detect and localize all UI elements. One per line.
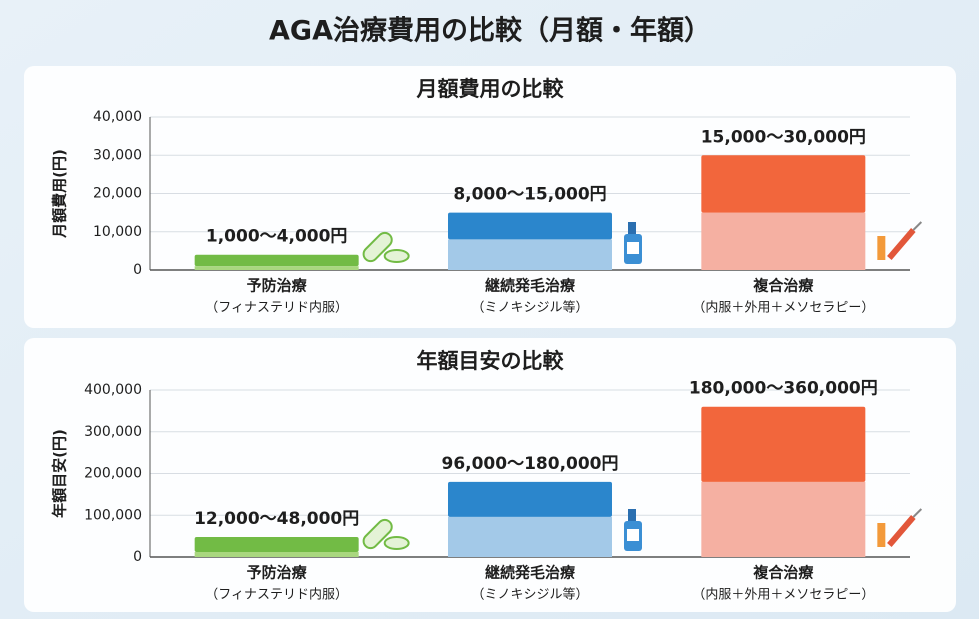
y-tick-label: 100,000 — [84, 507, 142, 523]
y-axis-label: 月額費用(円) — [51, 149, 69, 239]
y-tick-label: 0 — [133, 262, 142, 278]
value-label: 96,000～180,000円 — [441, 454, 618, 474]
value-label: 12,000～48,000円 — [194, 509, 359, 529]
icon — [628, 509, 636, 521]
x-tick-note: （フィナステリド内服） — [205, 300, 348, 316]
bar-high — [701, 155, 866, 213]
x-tick-label: 複合治療 — [752, 564, 814, 582]
x-tick-note: （ミノキシジル等） — [471, 587, 588, 603]
x-tick-note: （ミノキシジル等） — [471, 300, 588, 316]
y-tick-label: 400,000 — [84, 382, 142, 398]
y-axis-label: 年額目安(円) — [51, 429, 69, 518]
bar-low — [701, 481, 866, 557]
x-tick-note: （内服＋外用＋メソセラピー） — [692, 587, 874, 603]
y-tick-label: 30,000 — [93, 147, 142, 163]
bar-low — [448, 239, 612, 270]
icon — [912, 221, 923, 231]
icon — [362, 231, 393, 263]
icon — [887, 515, 916, 547]
icon — [887, 228, 916, 260]
x-tick-note: （フィナステリド内服） — [205, 587, 348, 603]
value-label: 1,000～4,000円 — [206, 227, 348, 247]
y-tick-label: 0 — [133, 549, 142, 565]
value-label: 180,000～360,000円 — [689, 379, 878, 399]
icon — [627, 529, 639, 541]
icon — [912, 508, 923, 518]
bar-high — [448, 212, 612, 240]
x-tick-label: 予防治療 — [247, 277, 308, 295]
page-title: AGA治療費用の比較（月額・年額） — [269, 15, 711, 47]
icon — [383, 536, 410, 550]
icon — [628, 222, 636, 234]
bar-high — [448, 481, 612, 517]
x-tick-label: 継続発毛治療 — [485, 564, 576, 582]
icon — [877, 236, 886, 260]
bar-high — [194, 536, 359, 552]
y-tick-label: 10,000 — [93, 224, 142, 240]
x-tick-label: 継続発毛治療 — [485, 277, 576, 295]
y-tick-label: 200,000 — [84, 466, 142, 482]
bar-low — [194, 551, 359, 557]
y-tick-label: 300,000 — [84, 424, 142, 440]
bar-high — [701, 406, 866, 482]
value-label: 15,000～30,000円 — [701, 127, 866, 147]
bar-high — [194, 254, 359, 267]
x-tick-note: （内服＋外用＋メソセラピー） — [692, 300, 874, 316]
x-tick-label: 予防治療 — [247, 564, 308, 582]
y-tick-label: 40,000 — [93, 109, 142, 125]
bar-low — [448, 516, 612, 557]
bar-low — [194, 266, 359, 270]
icon — [877, 523, 886, 547]
icon — [383, 249, 410, 263]
bar-low — [701, 212, 866, 270]
icon — [362, 518, 393, 550]
chart-title: 月額費用の比較 — [416, 77, 565, 101]
value-label: 8,000～15,000円 — [453, 185, 606, 205]
icon — [627, 242, 639, 254]
y-tick-label: 20,000 — [93, 186, 142, 202]
x-tick-label: 複合治療 — [752, 277, 814, 295]
chart-title: 年額目安の比較 — [417, 349, 565, 373]
